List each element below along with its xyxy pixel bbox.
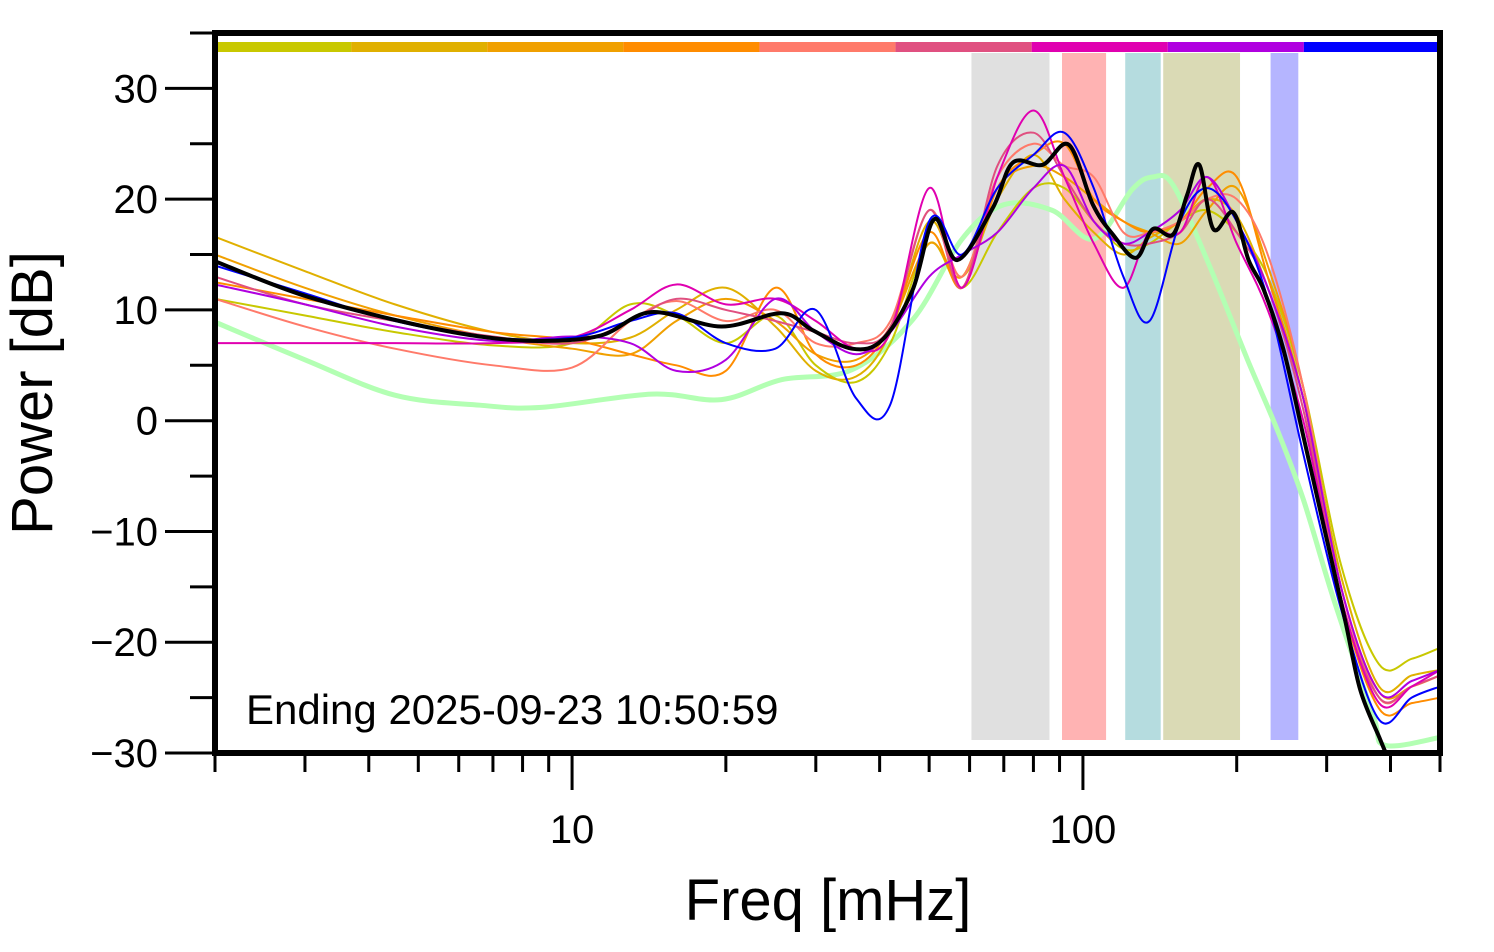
- color-bar-segment: [1167, 42, 1304, 52]
- plot-frame: [212, 30, 1443, 756]
- x-tick-label: 10: [550, 808, 595, 852]
- series-line: [215, 130, 1440, 725]
- x-axis-title: Freq [mHz]: [685, 868, 972, 933]
- y-tick-label: 30: [114, 67, 159, 111]
- y-tick-label: 10: [114, 289, 159, 333]
- color-bar-segment: [895, 42, 1032, 52]
- series-line: [215, 142, 1440, 705]
- color-bar-segment: [1031, 42, 1168, 52]
- series-line: [215, 164, 1440, 700]
- series-line: [215, 163, 1440, 699]
- frequency-bands: [971, 53, 1299, 740]
- y-tick-label: −20: [90, 621, 158, 665]
- frequency-band: [1125, 53, 1161, 740]
- color-bar: [215, 42, 1440, 52]
- y-tick-label: −10: [90, 510, 158, 554]
- frequency-band: [1062, 53, 1107, 740]
- color-bar-segment: [215, 42, 352, 52]
- y-axis-title: Power [dB]: [0, 251, 65, 535]
- series-lines: [215, 109, 1440, 753]
- reference-series-line: [215, 172, 1440, 749]
- ending-timestamp-annotation: Ending 2025-09-23 10:50:59: [246, 686, 778, 733]
- color-bar-segment: [623, 42, 760, 52]
- mean-series-line: [215, 141, 1388, 753]
- x-tick-label: 100: [1050, 808, 1117, 852]
- series-line: [215, 131, 1440, 704]
- color-bar-segment: [759, 42, 896, 52]
- series-line: [215, 109, 1440, 709]
- color-bar-segment: [1303, 42, 1440, 52]
- color-bar-segment: [351, 42, 488, 52]
- y-tick-label: −30: [90, 732, 158, 776]
- axes: −30 −20 −10 0 10 20 30 10 100: [90, 30, 1443, 852]
- y-tick-label: 0: [136, 400, 158, 444]
- y-tick-label: 20: [114, 178, 159, 222]
- frequency-band: [1163, 53, 1241, 740]
- color-bar-segment: [487, 42, 624, 52]
